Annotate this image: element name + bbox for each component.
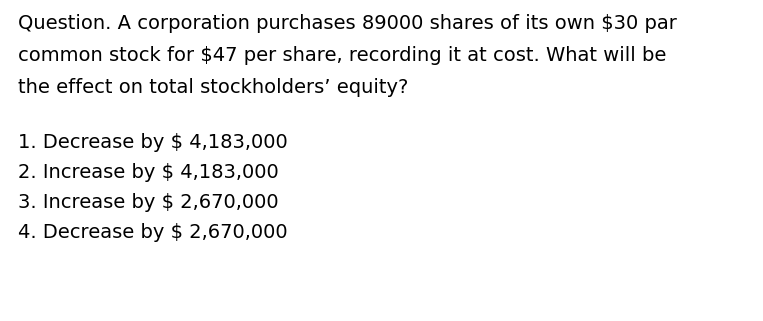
Text: 1. Decrease by $ 4,183,000: 1. Decrease by $ 4,183,000 bbox=[18, 133, 288, 152]
Text: the effect on total stockholders’ equity?: the effect on total stockholders’ equity… bbox=[18, 78, 408, 97]
Text: Question. A corporation purchases 89000 shares of its own $30 par: Question. A corporation purchases 89000 … bbox=[18, 14, 677, 33]
Text: common stock for $47 per share, recording it at cost. What will be: common stock for $47 per share, recordin… bbox=[18, 46, 666, 65]
Text: 2. Increase by $ 4,183,000: 2. Increase by $ 4,183,000 bbox=[18, 163, 278, 182]
Text: 3. Increase by $ 2,670,000: 3. Increase by $ 2,670,000 bbox=[18, 193, 278, 212]
Text: 4. Decrease by $ 2,670,000: 4. Decrease by $ 2,670,000 bbox=[18, 223, 288, 242]
